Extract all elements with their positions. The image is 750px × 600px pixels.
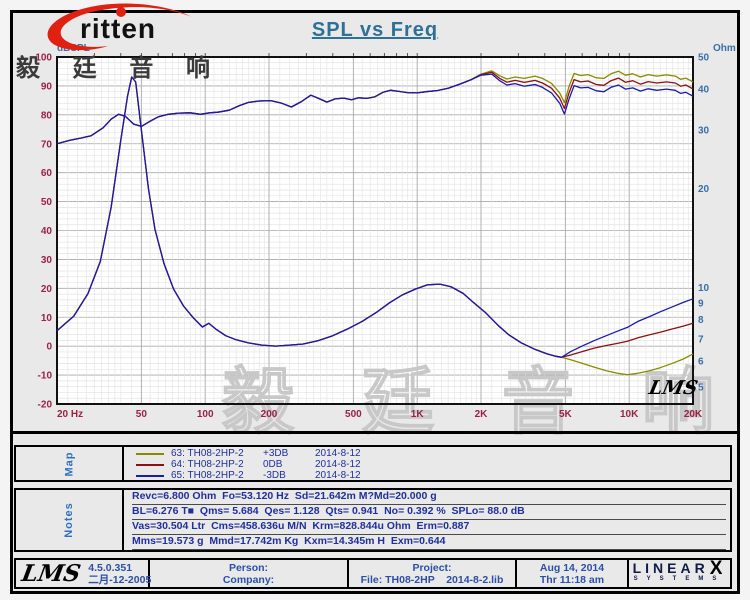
note-line-4: Mms=19.573 g Mmd=17.742m Kg Kxm=14.345m … [132,535,726,550]
svg-text:-10: -10 [38,371,53,382]
note-line-3: Vas=30.504 Ltr Cms=458.636u M/N Krm=828.… [132,520,726,535]
svg-text:1K: 1K [411,409,425,420]
map-legend-panel: Map 63: TH08-2HP-2 +3DB 2014-8-12 64: TH… [14,445,732,482]
svg-text:Ohm: Ohm [713,43,736,54]
footer-person-cell: Person: Company: [150,560,349,587]
version-date: 二月-12-2005 [88,573,152,586]
svg-text:5K: 5K [559,409,573,420]
linearx-x: X [709,557,727,579]
logo-text: ritten [80,13,156,44]
svg-text:500: 500 [345,409,362,420]
svg-text:20 Hz: 20 Hz [57,409,83,420]
linearx-systems-text: SYSTEMS [633,575,726,582]
svg-text:10: 10 [41,313,53,324]
person-label: Person: [228,561,269,574]
note-line-2: BL=6.276 T■ Qms= 5.684 Qes= 1.128 Qts= 0… [132,505,726,520]
map-legend-entries: 63: TH08-2HP-2 +3DB 2014-8-12 64: TH08-2… [124,447,730,481]
svg-text:50: 50 [41,197,53,208]
section-divider [10,431,740,434]
svg-text:10K: 10K [620,409,639,420]
linearx-text: LINEAR [632,559,709,576]
svg-text:10: 10 [698,283,710,294]
svg-text:40: 40 [698,84,710,95]
legend-swatch-65 [136,474,164,477]
svg-text:20: 20 [41,284,53,295]
note-line-1: Revc=6.800 Ohm Fo=53.120 Hz Sd=21.642m M… [132,490,726,505]
legend-swatch-63 [136,452,164,455]
lms-logo: LMS [19,559,83,587]
svg-text:70: 70 [41,139,53,150]
report-date: Aug 14, 2014 [539,561,605,574]
legend-swatch-64 [136,463,164,466]
svg-text:20K: 20K [684,409,703,420]
logo-swoosh-icon [47,3,192,51]
linearx-logo: LINEAR X SYSTEMS [632,557,727,585]
svg-text:50: 50 [698,53,710,64]
notes-panel: Notes Revc=6.800 Ohm Fo=53.120 Hz Sd=21.… [14,488,732,552]
footer-bar: LMS 4.5.0.351 二月-12-2005 Person: Company… [14,558,732,589]
svg-text:8: 8 [698,315,704,326]
footer-linearx-cell: LINEAR X SYSTEMS [629,557,730,587]
version-info: 4.5.0.351 二月-12-2005 [88,562,151,586]
svg-text:100: 100 [197,409,214,420]
svg-text:20: 20 [698,184,710,195]
svg-text:6: 6 [698,356,704,367]
svg-text:5: 5 [698,383,704,394]
svg-text:80: 80 [41,110,53,121]
project-label: Project: [412,561,452,574]
page-title: SPL vs Freq [311,19,439,41]
footer-datetime-cell: Aug 14, 2014 Thr 11:18 am [517,560,629,587]
svg-text:LMS: LMS [646,376,700,399]
svg-text:-20: -20 [38,400,53,411]
svg-text:2K: 2K [475,409,489,420]
legend-row-63: 63: TH08-2HP-2 +3DB 2014-8-12 [136,448,730,459]
company-label: Company: [222,573,275,586]
svg-text:40: 40 [41,226,53,237]
svg-text:60: 60 [41,168,53,179]
legend-row-65: 65: TH08-2HP-2 -3DB 2014-8-12 [136,470,730,481]
notes-panel-label: Notes [16,490,124,550]
svg-text:50: 50 [136,409,148,420]
footer-project-cell: Project: File: TH08-2HP 2014-8-2.lib [349,560,517,587]
company-logo: ritten [24,1,194,51]
footer-version-cell: LMS 4.5.0.351 二月-12-2005 [16,559,151,587]
notes-lines: Revc=6.800 Ohm Fo=53.120 Hz Sd=21.642m M… [124,490,730,550]
svg-text:7: 7 [698,334,704,345]
svg-text:30: 30 [41,255,53,266]
svg-text:30: 30 [698,126,710,137]
svg-text:0: 0 [46,342,52,353]
svg-text:200: 200 [261,409,278,420]
svg-text:90: 90 [41,81,53,92]
legend-row-64: 64: TH08-2HP-2 0DB 2014-8-12 [136,459,730,470]
report-time: Thr 11:18 am [539,573,605,586]
svg-text:9: 9 [698,298,704,309]
file-name: File: TH08-2HP 2014-8-2.lib [360,573,504,586]
svg-text:100: 100 [35,53,52,64]
map-panel-label: Map [16,447,124,480]
brand-name-cjk: 毅 廷 音 响 [16,55,224,82]
version-number: 4.5.0.351 [88,561,133,574]
